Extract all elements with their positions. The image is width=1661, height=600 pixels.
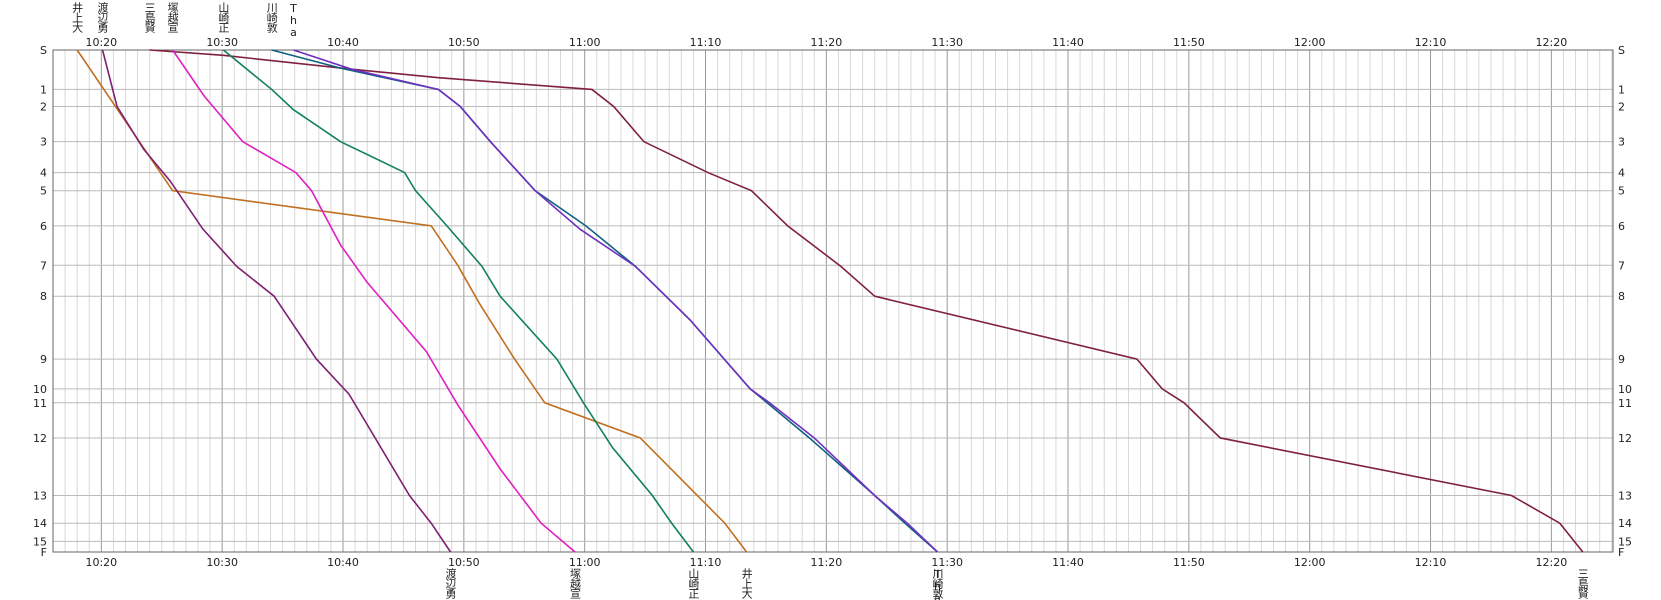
x-tick-label: 12:10 [1415,556,1447,569]
x-tick-label: 11:00 [569,36,601,49]
x-tick-label: 11:30 [931,36,963,49]
y-tick-label: S [40,44,47,57]
runner-name: 井上大 [71,1,84,33]
y-tick-label: 15 [1618,535,1632,548]
x-tick-label: 11:50 [1173,556,1205,569]
x-tick-label: 12:20 [1536,556,1568,569]
plot-frame [52,49,1614,553]
y-tick-label: 15 [33,535,47,548]
x-tick-label: 12:20 [1536,36,1568,49]
y-tick-label: 5 [1618,185,1625,198]
y-tick-label: 5 [40,185,47,198]
runner-name: 渡辺勇 [96,1,109,34]
y-tick-label: 2 [1618,100,1625,113]
runner-name: 三島賢 [1576,568,1589,600]
y-tick-label: 7 [1618,259,1625,272]
runner-name: Tha [931,568,944,600]
x-tick-label: 11:30 [931,556,963,569]
runner-name: 山崎正 [217,2,230,33]
y-tick-label: 14 [1618,517,1632,530]
series-line [101,49,452,553]
y-tick-label: 4 [40,167,47,180]
y-tick-label: 12 [33,432,47,445]
runner-name: 井上大 [740,567,753,599]
x-tick-label: 12:00 [1294,36,1326,49]
y-tick-label: 11 [1618,397,1632,410]
series-line [293,49,939,553]
y-tick-label: 8 [1618,290,1625,303]
x-tick-label: 10:50 [448,36,480,49]
runner-name: Tha [287,2,300,38]
y-tick-label: 1 [40,83,47,96]
y-tick-label: 9 [1618,353,1625,366]
runner-name: 川崎敦 [265,2,278,34]
runner-name: 渡辺勇 [444,567,457,600]
y-tick-label: 10 [33,383,47,396]
x-tick-label: 12:10 [1415,36,1447,49]
y-tick-label: 13 [1618,490,1632,503]
series-line [76,49,748,553]
y-tick-label: 1 [1618,83,1625,96]
x-tick-label: 10:40 [327,556,359,569]
y-tick-label: 13 [33,490,47,503]
x-tick-label: 11:20 [811,36,843,49]
runner-name: 川崎敦 [931,568,944,600]
y-tick-label: 7 [40,259,47,272]
x-tick-label: 10:20 [85,36,117,49]
y-tick-label: 6 [1618,220,1625,233]
y-tick-label: 11 [33,397,47,410]
x-tick-label: 11:40 [1052,556,1084,569]
y-tick-label: 14 [33,517,47,530]
x-tick-label: 11:40 [1052,36,1084,49]
y-tick-label: 8 [40,290,47,303]
y-tick-label: S [1618,44,1625,57]
runner-name: 山崎正 [687,568,700,599]
series-line [271,49,939,553]
y-tick-label: F [41,546,47,559]
y-tick-label: 9 [40,353,47,366]
x-tick-label: 12:00 [1294,556,1326,569]
y-tick-label: 2 [40,100,47,113]
series-line [171,49,576,553]
y-tick-label: 12 [1618,432,1632,445]
x-tick-label: 11:10 [690,556,722,569]
x-tick-label: 10:40 [327,36,359,49]
x-tick-label: 11:00 [569,556,601,569]
x-tick-label: 11:50 [1173,36,1205,49]
runner-name: 三島賢 [143,2,156,34]
y-tick-label: F [1618,546,1624,559]
series-line [222,49,695,553]
y-tick-label: 3 [1618,136,1625,149]
x-tick-label: 10:50 [448,556,480,569]
y-tick-label: 10 [1618,383,1632,396]
x-tick-label: 10:30 [206,556,238,569]
y-tick-label: 4 [1618,167,1625,180]
x-tick-label: 11:10 [690,36,722,49]
y-tick-label: 6 [40,220,47,233]
runner-name: 塚越宣 [569,568,582,599]
runner-name: 塚越宣 [166,2,179,33]
x-tick-label: 10:30 [206,36,238,49]
y-tick-label: 3 [40,136,47,149]
series-line [149,49,1584,553]
x-tick-label: 10:20 [85,556,117,569]
x-tick-label: 11:20 [811,556,843,569]
